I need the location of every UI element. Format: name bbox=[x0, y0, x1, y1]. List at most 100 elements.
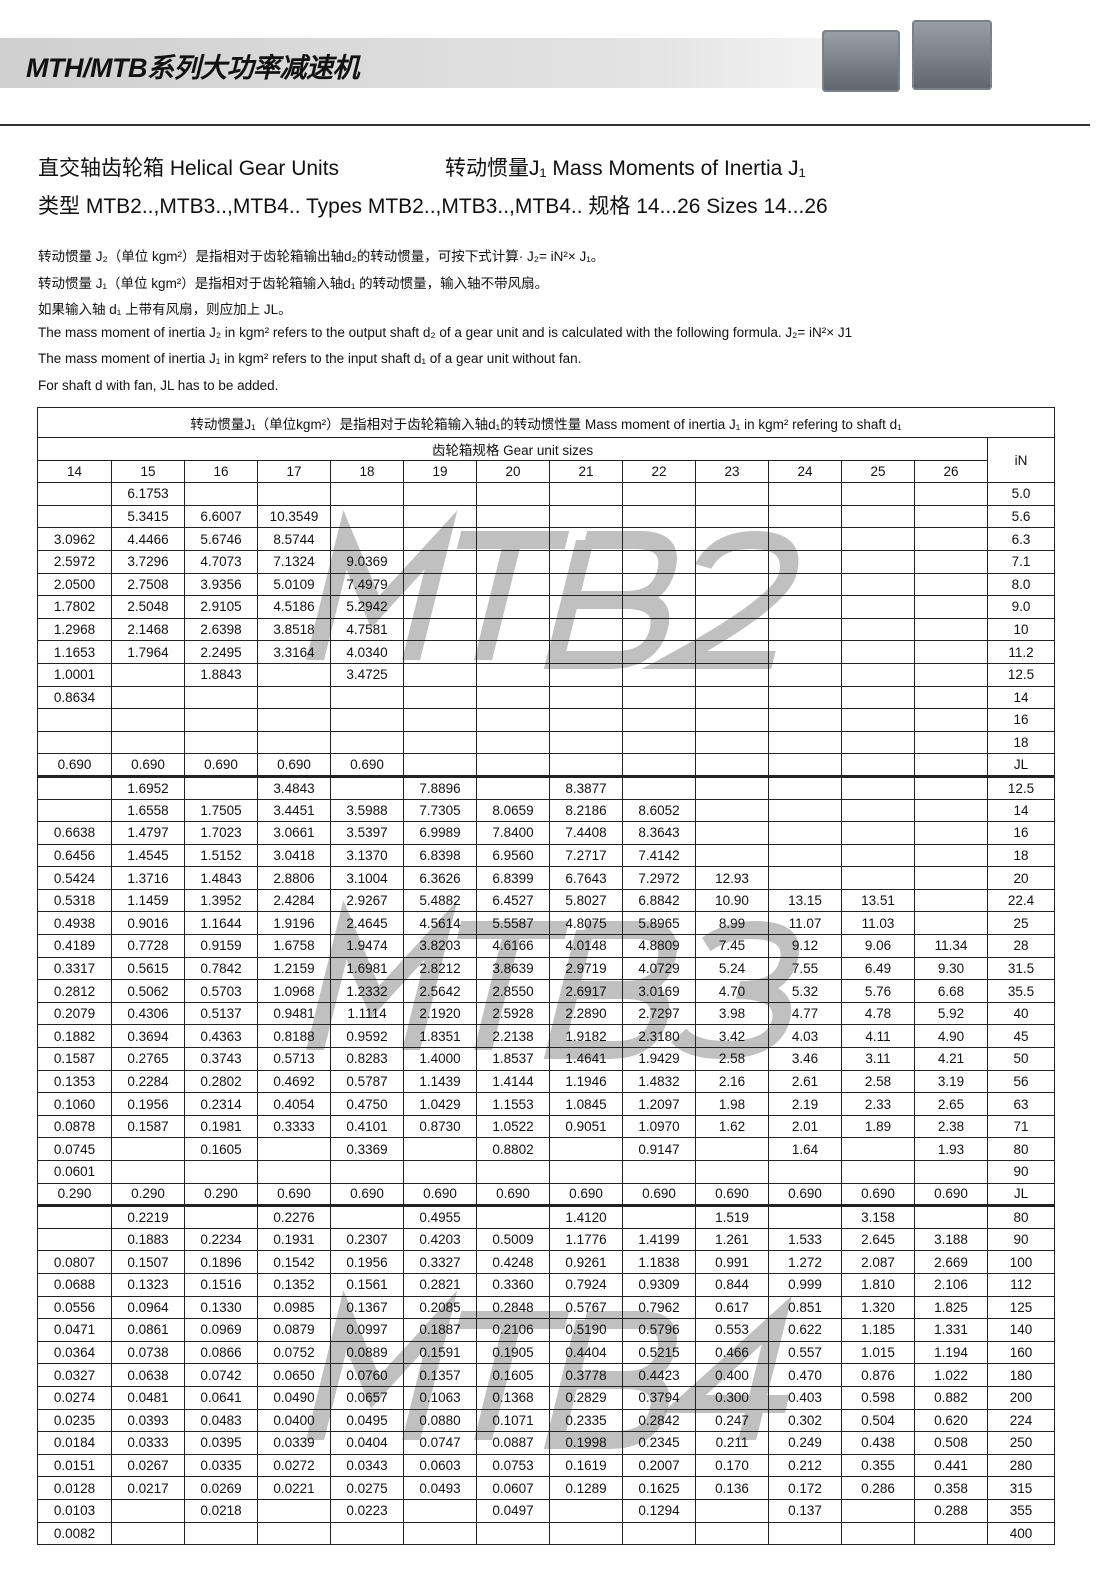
inertia-cell: 4.0148 bbox=[549, 934, 623, 958]
inertia-cell: 0.1605 bbox=[184, 1137, 258, 1161]
ratio-cell: 90 bbox=[986, 1160, 1056, 1184]
inertia-cell bbox=[914, 662, 988, 687]
inertia-cell: 0.690 bbox=[111, 753, 185, 777]
ratio-cell: JL bbox=[986, 1182, 1056, 1207]
inertia-cell bbox=[476, 730, 550, 755]
inertia-cell bbox=[549, 1521, 623, 1546]
inertia-cell: 0.4363 bbox=[184, 1024, 258, 1049]
inertia-cell: 5.4882 bbox=[403, 888, 477, 913]
inertia-cell bbox=[403, 595, 477, 619]
page-title: MTH/MTB系列大功率减速机 bbox=[26, 53, 359, 83]
inertia-cell bbox=[403, 730, 477, 755]
inertia-cell: 1.272 bbox=[768, 1250, 842, 1274]
inertia-cell: 3.0418 bbox=[257, 843, 331, 868]
inertia-cell bbox=[914, 482, 988, 506]
inertia-cell bbox=[622, 1521, 696, 1546]
size-header: 25 bbox=[841, 459, 915, 484]
inertia-cell: 0.8188 bbox=[257, 1024, 331, 1049]
inertia-cell: 1.0845 bbox=[549, 1092, 623, 1116]
inertia-cell bbox=[841, 708, 915, 732]
inertia-cell: 9.0369 bbox=[330, 549, 404, 574]
inertia-cell bbox=[768, 708, 842, 732]
inertia-cell bbox=[622, 482, 696, 506]
inertia-cell: 0.4306 bbox=[111, 1001, 185, 1026]
ratio-cell: 18 bbox=[986, 730, 1056, 755]
inertia-cell bbox=[330, 1160, 404, 1184]
inertia-cell: 0.5062 bbox=[111, 979, 185, 1003]
ratio-cell: 5.0 bbox=[986, 482, 1056, 506]
inertia-cell: 9.12 bbox=[768, 934, 842, 958]
inertia-cell: 0.1367 bbox=[330, 1295, 404, 1320]
inertia-cell: 3.4451 bbox=[257, 798, 331, 823]
inertia-cell: 1.022 bbox=[914, 1363, 988, 1387]
table-row: 0.1060 0.1956 0.2314 0.4054 0.4750 1.0429 1.15… bbox=[37, 1092, 1056, 1116]
inertia-cell: 2.2495 bbox=[184, 640, 258, 664]
inertia-cell: 0.5137 bbox=[184, 1001, 258, 1026]
inertia-cell bbox=[549, 730, 623, 755]
inertia-cell: 0.0493 bbox=[403, 1476, 477, 1500]
inertia-cell: 1.9196 bbox=[257, 911, 331, 936]
inertia-cell: 1.4199 bbox=[622, 1227, 696, 1252]
inertia-cell: 0.4203 bbox=[403, 1227, 477, 1252]
inertia-cell: 0.1542 bbox=[257, 1250, 331, 1274]
table-row: 0.690 0.690 0.690 0.690 0.690 JL bbox=[37, 753, 1056, 777]
inertia-cell: 3.19 bbox=[914, 1069, 988, 1094]
inertia-cell: 0.2276 bbox=[257, 1204, 331, 1229]
inertia-cell: 0.466 bbox=[695, 1340, 769, 1365]
inertia-cell: 0.400 bbox=[695, 1363, 769, 1387]
inertia-cell: 0.1561 bbox=[330, 1272, 404, 1297]
inertia-cell bbox=[184, 1160, 258, 1184]
inertia-cell bbox=[841, 595, 915, 619]
inertia-cell: 0.286 bbox=[841, 1476, 915, 1500]
inertia-cell bbox=[111, 1498, 185, 1523]
inertia-cell: 2.19 bbox=[768, 1092, 842, 1116]
inertia-cell: 8.0659 bbox=[476, 798, 550, 823]
inertia-cell: 11.07 bbox=[768, 911, 842, 936]
inertia-cell bbox=[768, 774, 842, 800]
inertia-cell bbox=[476, 685, 550, 710]
inertia-cell: 0.9016 bbox=[111, 911, 185, 936]
inertia-cell: 0.0879 bbox=[257, 1318, 331, 1342]
inertia-cell: 1.185 bbox=[841, 1318, 915, 1342]
inertia-cell: 0.0969 bbox=[184, 1318, 258, 1342]
inertia-cell: 3.8203 bbox=[403, 934, 477, 958]
inertia-cell bbox=[257, 685, 331, 710]
inertia-cell: 0.5009 bbox=[476, 1227, 550, 1252]
inertia-cell bbox=[768, 617, 842, 642]
inertia-cell: 0.1998 bbox=[549, 1431, 623, 1455]
inertia-cell: 0.0082 bbox=[37, 1521, 112, 1546]
table-row: 0.1353 0.2284 0.2802 0.4692 0.5787 1.1439 1.41… bbox=[37, 1069, 1056, 1094]
inertia-cell bbox=[184, 774, 258, 800]
table-row: 0.0151 0.0267 0.0335 0.0272 0.0343 0.0603 0.07… bbox=[37, 1453, 1056, 1478]
inertia-cell: 1.8351 bbox=[403, 1024, 477, 1049]
inertia-cell: 2.087 bbox=[841, 1250, 915, 1274]
inertia-cell: 0.0221 bbox=[257, 1476, 331, 1500]
inertia-cell: 0.1882 bbox=[37, 1024, 112, 1049]
inertia-cell bbox=[622, 617, 696, 642]
note-1: 转动惯量 J₂（单位 kgm²）是指相对于齿轮箱输出轴d₂的转动惯量，可按下式计… bbox=[38, 249, 605, 264]
inertia-cell: 0.690 bbox=[330, 1182, 404, 1207]
table-row: 0.0807 0.1507 0.1896 0.1542 0.1956 0.3327 0.42… bbox=[37, 1250, 1056, 1274]
inertia-cell: 1.1114 bbox=[330, 1001, 404, 1026]
inertia-cell: 0.0269 bbox=[184, 1476, 258, 1500]
inertia-cell: 13.15 bbox=[768, 888, 842, 913]
size-header: 24 bbox=[768, 459, 842, 484]
inertia-cell: 0.9481 bbox=[257, 1001, 331, 1026]
heading-helical-gear-units: 直交轴齿轮箱 Helical Gear Units bbox=[38, 157, 340, 180]
inertia-cell bbox=[841, 774, 915, 800]
inertia-cell bbox=[403, 1160, 477, 1184]
table-row: 0.1587 0.2765 0.3743 0.5713 0.8283 1.4000 1.85… bbox=[37, 1047, 1056, 1071]
inertia-cell: 1.4000 bbox=[403, 1047, 477, 1071]
inertia-cell bbox=[403, 662, 477, 687]
inertia-cell: 5.92 bbox=[914, 1001, 988, 1026]
inertia-cell bbox=[695, 730, 769, 755]
inertia-cell: 0.1883 bbox=[111, 1227, 185, 1252]
inertia-cell bbox=[768, 866, 842, 890]
inertia-cell: 5.3415 bbox=[111, 504, 185, 529]
inertia-cell: 2.2890 bbox=[549, 1001, 623, 1026]
inertia-cell: 0.0490 bbox=[257, 1385, 331, 1410]
inertia-cell: 0.302 bbox=[768, 1408, 842, 1433]
inertia-cell bbox=[257, 662, 331, 687]
table-row: 0.0235 0.0393 0.0483 0.0400 0.0495 0.0880 0.10… bbox=[37, 1408, 1056, 1433]
inertia-cell: 4.21 bbox=[914, 1047, 988, 1071]
